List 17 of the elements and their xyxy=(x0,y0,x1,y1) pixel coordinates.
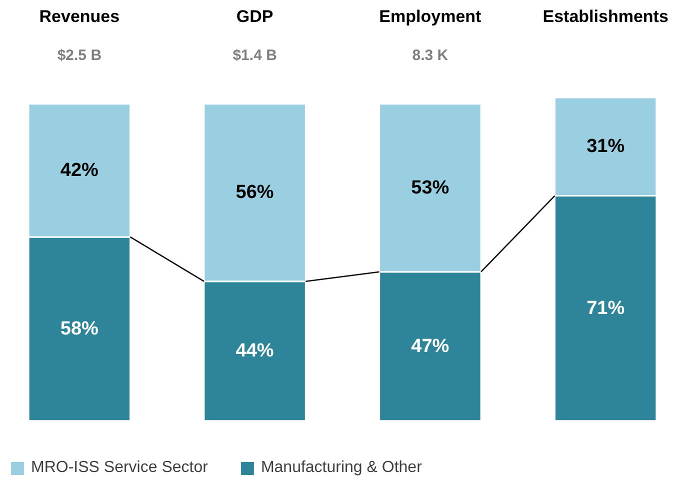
data-label: 31% xyxy=(586,136,625,158)
data-label: 44% xyxy=(236,340,274,362)
data-label: 71% xyxy=(586,298,625,319)
legend-label: Manufacturing & Other xyxy=(260,459,422,477)
data-label: 56% xyxy=(236,182,274,204)
text: 8.3 K xyxy=(412,46,448,64)
data-label: 58% xyxy=(60,318,99,340)
data-label: 47% xyxy=(411,336,450,357)
text: $2.5 B xyxy=(57,46,102,64)
x-tick-label: Establishments xyxy=(542,7,668,26)
text: $1.4 B xyxy=(232,46,278,64)
legend-label: MRO-ISS Service Sector xyxy=(31,459,208,477)
x-tick-label: Employment xyxy=(379,7,482,26)
data-label: 53% xyxy=(411,177,450,198)
x-tick-label: Revenues xyxy=(39,7,120,26)
data-label: 42% xyxy=(60,160,99,181)
x-tick-label: GDP xyxy=(236,7,274,26)
